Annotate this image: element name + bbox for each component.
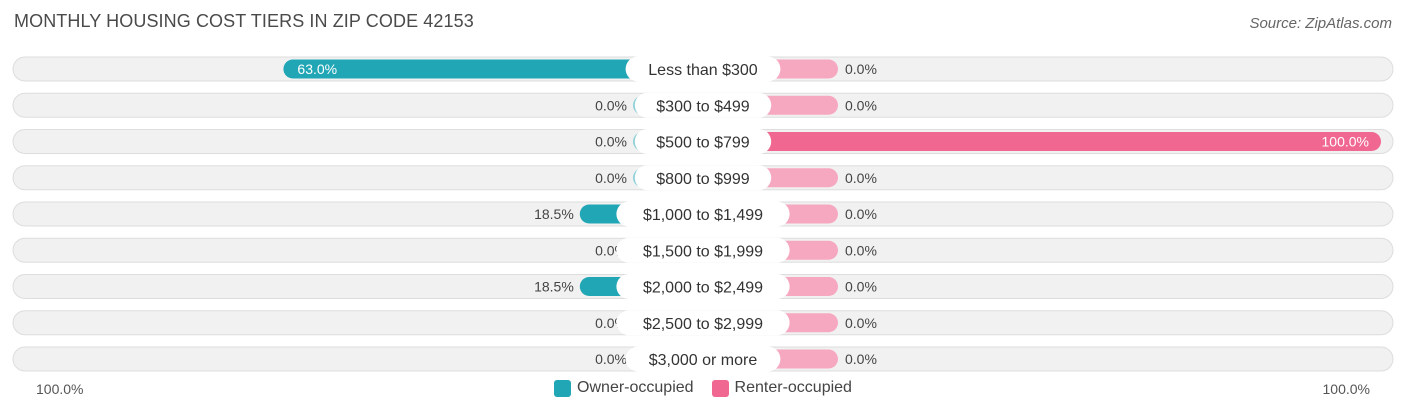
legend-item-renter[interactable]: Renter-occupied <box>711 379 852 397</box>
legend: Owner-occupied Renter-occupied <box>0 379 1406 397</box>
category-pill <box>634 165 772 191</box>
bar-chart: 63.0% 0.0% Less than $300 0.0% 0.0% $300 to $… <box>12 56 1394 372</box>
legend-item-owner[interactable]: Owner-occupied <box>554 379 694 397</box>
renter-value-label: 0.0% <box>845 351 877 367</box>
category-label: $2,000 to $2,499 <box>643 280 763 297</box>
category-pill <box>625 56 781 82</box>
category-label: $1,000 to $1,499 <box>643 207 763 224</box>
owner-value-label: 0.0% <box>595 170 627 186</box>
renter-swatch <box>711 379 729 397</box>
renter-value-label: 0.0% <box>845 97 877 113</box>
category-label: Less than $300 <box>648 62 758 79</box>
category-label: $2,500 to $2,999 <box>643 316 763 333</box>
category-pill <box>616 310 790 336</box>
category-pill <box>634 129 772 154</box>
renter-value-label: 0.0% <box>845 315 877 331</box>
axis-right-label: 100.0% <box>1322 381 1370 397</box>
legend-owner-label: Owner-occupied <box>577 379 694 396</box>
owner-bar <box>283 59 703 79</box>
category-label: $800 to $999 <box>656 171 750 188</box>
category-label: $300 to $499 <box>656 98 750 115</box>
renter-value-label: 0.0% <box>845 242 877 258</box>
renter-value-label: 0.0% <box>845 170 877 186</box>
chart-title: MONTHLY HOUSING COST TIERS IN ZIP CODE 4… <box>14 11 474 31</box>
category-pill <box>616 274 790 299</box>
owner-value-label: 18.5% <box>534 206 574 222</box>
category-label: $500 to $799 <box>656 135 750 152</box>
owner-value-label: 63.0% <box>297 61 337 77</box>
category-label: $3,000 or more <box>649 352 758 369</box>
category-pill <box>625 346 781 372</box>
owner-value-label: 0.0% <box>595 351 627 367</box>
owner-value-label: 18.5% <box>534 279 574 295</box>
renter-bar <box>703 132 1381 151</box>
category-label: $1,500 to $1,999 <box>643 243 763 260</box>
owner-value-label: 0.0% <box>595 97 627 113</box>
owner-value-label: 0.0% <box>595 134 627 150</box>
renter-value-label: 100.0% <box>1322 134 1369 150</box>
renter-value-label: 0.0% <box>845 206 877 222</box>
axis-left-label: 100.0% <box>36 381 84 397</box>
renter-value-label: 0.0% <box>845 61 877 77</box>
owner-swatch <box>554 379 572 397</box>
category-pill <box>616 237 790 263</box>
source-label: Source: ZipAtlas.com <box>1249 15 1392 32</box>
renter-value-label: 0.0% <box>845 279 877 295</box>
legend-renter-label: Renter-occupied <box>734 379 852 396</box>
category-pill <box>634 92 772 118</box>
category-pill <box>616 201 790 227</box>
